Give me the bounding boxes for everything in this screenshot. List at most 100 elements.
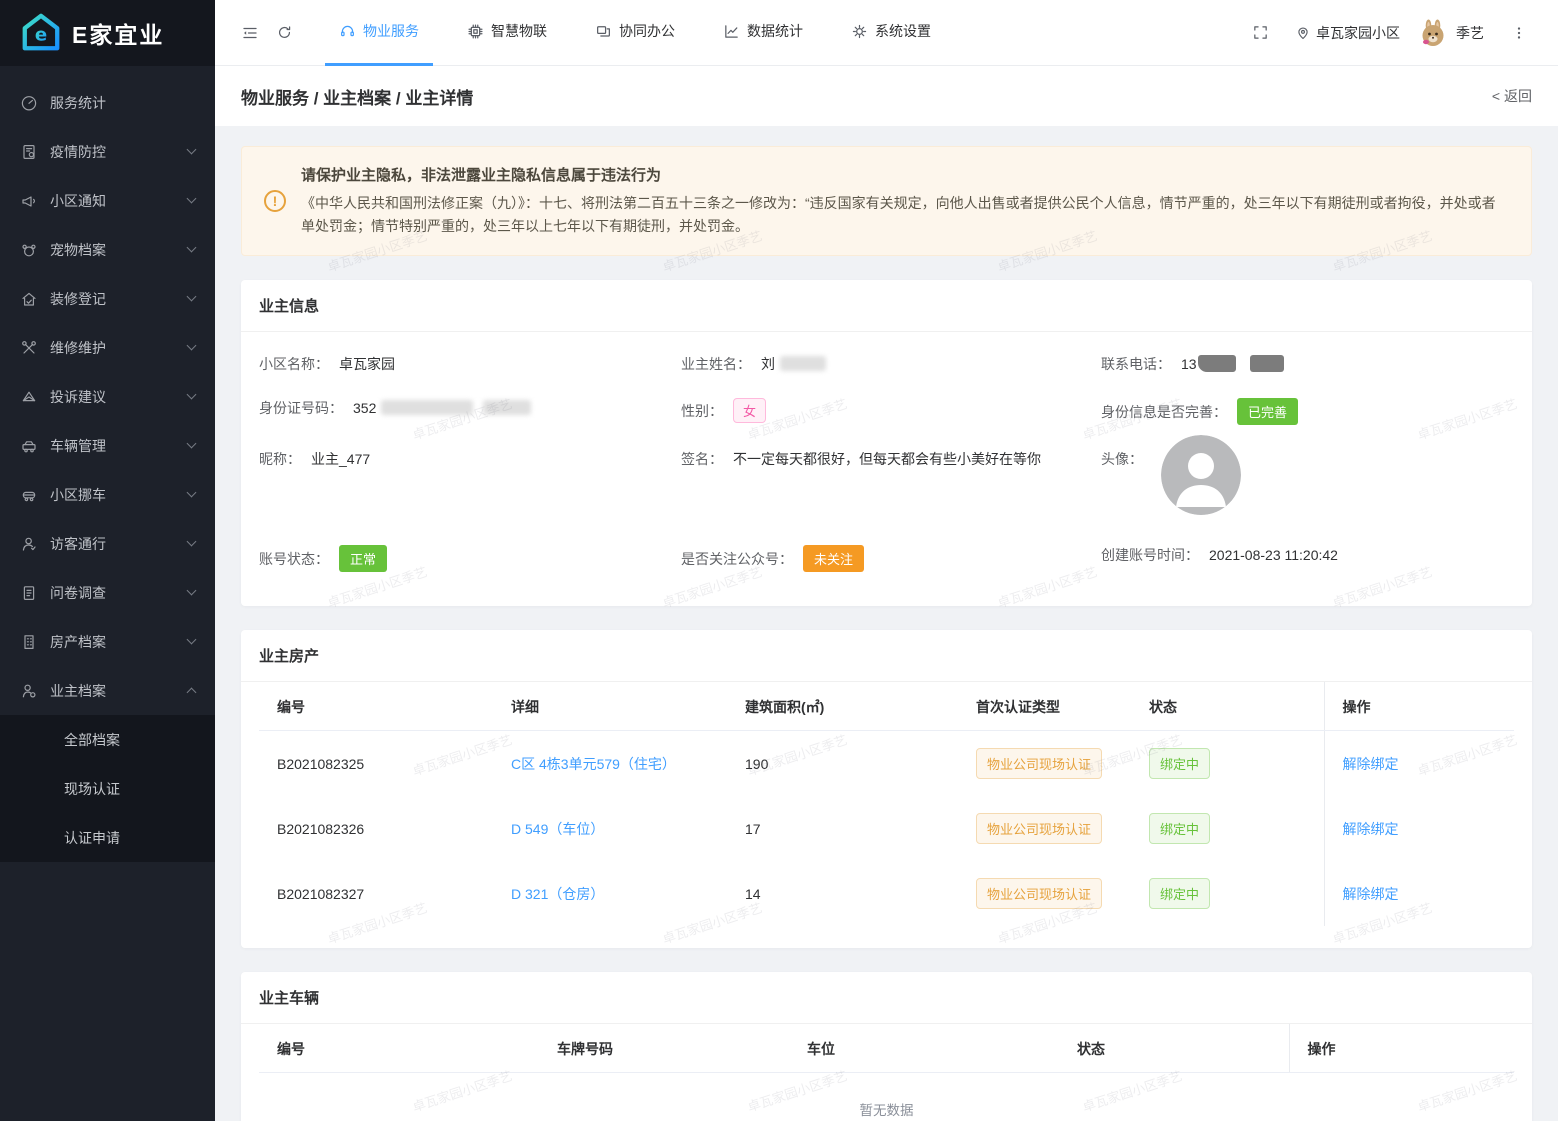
sidebar: e E家宜业 服务统计 疫情防控 小区通知 宠物档案 xyxy=(0,0,215,1121)
back-button[interactable]: < 返回 xyxy=(1491,88,1532,104)
gender-badge: 女 xyxy=(733,398,767,424)
chevron-down-icon xyxy=(186,242,197,253)
property-detail-link[interactable]: D 549（车位） xyxy=(511,820,605,837)
headset-icon xyxy=(341,25,354,36)
bind-status-badge: 绑定中 xyxy=(1149,878,1211,910)
sidebar-item-maintenance[interactable]: 维修维护 xyxy=(0,323,215,372)
sidebar-item-vehicle-mgmt[interactable]: 车辆管理 xyxy=(0,421,215,470)
sidebar-item-complaints[interactable]: 投诉建议 xyxy=(0,372,215,421)
field-nickname: 昵称： 业主_477 xyxy=(259,451,371,468)
chevron-down-icon xyxy=(186,438,197,449)
tab-data-stats[interactable]: 数据统计 xyxy=(709,0,817,66)
sidebar-item-move-car[interactable]: 小区挪车 xyxy=(0,470,215,519)
content: 卓瓦家园小区季艺卓瓦家园小区季艺卓瓦家园小区季艺卓瓦家园小区季艺卓瓦家园小区季艺… xyxy=(215,126,1558,1121)
field-created-time: 创建账号时间： 2021-08-23 11:20:42 xyxy=(1101,547,1338,564)
sidebar-item-label: 维修维护 xyxy=(50,339,106,356)
bind-status-badge: 绑定中 xyxy=(1149,813,1211,845)
auth-type-badge: 物业公司现场认证 xyxy=(976,878,1103,910)
chevron-down-icon xyxy=(186,291,197,302)
sidebar-item-pets[interactable]: 宠物档案 xyxy=(0,225,215,274)
complete-badge: 已完善 xyxy=(1237,398,1299,426)
sidebar-item-label: 投诉建议 xyxy=(50,388,106,405)
field-phone: 联系电话： 13 xyxy=(1101,354,1514,374)
redaction-block xyxy=(780,356,826,372)
property-id: B2021082327 xyxy=(277,885,365,902)
refresh-icon[interactable] xyxy=(267,13,301,53)
gear-icon xyxy=(852,24,867,38)
owner-vehicles-card: 业主车辆 编号 车牌号码 车位 状态 操作 xyxy=(241,972,1532,1121)
chevron-up-icon xyxy=(186,687,197,698)
chevron-down-icon xyxy=(186,634,197,645)
more-menu-icon[interactable] xyxy=(1502,13,1536,53)
owner-icon xyxy=(22,684,36,698)
sidebar-item-renovation[interactable]: 装修登记 xyxy=(0,274,215,323)
auth-type-badge: 物业公司现场认证 xyxy=(976,813,1103,845)
logo: e E家宜业 xyxy=(0,0,215,66)
chevron-down-icon xyxy=(186,585,197,596)
tab-collab-office[interactable]: 协同办公 xyxy=(581,0,689,66)
sidebar-subitem-onsite-auth[interactable]: 现场认证 xyxy=(64,780,120,797)
epidemic-file-icon xyxy=(23,144,35,159)
user-name: 季艺 xyxy=(1456,24,1484,41)
chip-icon xyxy=(468,23,483,39)
chevron-down-icon xyxy=(186,536,197,547)
unbind-button[interactable]: 解除绑定 xyxy=(1342,885,1399,902)
sidebar-item-service-stats[interactable]: 服务统计 xyxy=(0,78,215,127)
tab-smart-iot[interactable]: 智慧物联 xyxy=(453,0,561,66)
chevron-down-icon xyxy=(186,144,197,155)
property-area: 17 xyxy=(745,820,761,837)
move-car-icon xyxy=(22,491,36,501)
sidebar-menu: 服务统计 疫情防控 小区通知 宠物档案 装修登记 xyxy=(0,66,215,862)
table-row: B2021082327 D 321（仓房） 14 物业公司现场认证 绑定中 解除… xyxy=(259,861,1514,927)
gauge-icon xyxy=(21,95,37,111)
property-detail-link[interactable]: C区 4栋3单元579（住宅） xyxy=(511,755,676,772)
empty-data-text: 暂无数据 xyxy=(859,1103,914,1119)
sidebar-item-visitors[interactable]: 访客通行 xyxy=(0,519,215,568)
sidebar-item-label: 小区通知 xyxy=(50,192,106,209)
property-id: B2021082325 xyxy=(277,755,365,772)
tab-system-settings[interactable]: 系统设置 xyxy=(837,0,945,66)
svg-text:e: e xyxy=(35,24,47,45)
property-area: 14 xyxy=(745,885,761,902)
tab-property-service[interactable]: 物业服务 xyxy=(325,0,433,66)
alert-title: 请保护业主隐私，非法泄露业主隐私信息属于违法行为 xyxy=(301,167,662,184)
sidebar-subitem-all-archives[interactable]: 全部档案 xyxy=(64,731,120,748)
property-area: 190 xyxy=(745,755,769,772)
chevron-down-icon xyxy=(186,487,197,498)
sidebar-item-label: 疫情防控 xyxy=(50,143,106,160)
sidebar-item-label: 车辆管理 xyxy=(50,437,106,454)
vehicles-table: 编号 车牌号码 车位 状态 操作 暂无数据 xyxy=(259,1024,1514,1121)
module-tabs: 物业服务 智慧物联 协同办公 数据统计 系统设置 xyxy=(315,0,955,66)
sidebar-item-label: 小区挪车 xyxy=(50,486,106,503)
property-id: B2021082326 xyxy=(277,820,365,837)
fullscreen-icon[interactable] xyxy=(1243,13,1277,53)
sidebar-item-epidemic[interactable]: 疫情防控 xyxy=(0,127,215,176)
sidebar-subitem-auth-apply[interactable]: 认证申请 xyxy=(64,829,120,846)
visitor-icon xyxy=(22,537,36,551)
user-menu[interactable]: 季艺 xyxy=(1418,18,1484,48)
unbind-button[interactable]: 解除绑定 xyxy=(1342,755,1399,772)
topbar: 物业服务 智慧物联 协同办公 数据统计 系统设置 xyxy=(215,0,1558,66)
field-community: 小区名称： 卓瓦家园 xyxy=(259,356,395,373)
community-selector[interactable]: 卓瓦家园小区 xyxy=(1295,23,1400,43)
sidebar-item-notice[interactable]: 小区通知 xyxy=(0,176,215,225)
bind-status-badge: 绑定中 xyxy=(1149,748,1211,780)
sidebar-item-survey[interactable]: 问卷调查 xyxy=(0,568,215,617)
property-detail-link[interactable]: D 321（仓房） xyxy=(511,885,605,902)
table-row: B2021082325 C区 4栋3单元579（住宅） 190 物业公司现场认证… xyxy=(259,730,1514,797)
warning-icon: ! xyxy=(264,190,286,213)
sidebar-item-owner-archive[interactable]: 业主档案 xyxy=(0,666,215,715)
empty-row: 暂无数据 xyxy=(259,1073,1514,1121)
alert-body: 《中华人民共和国刑法修正案（九）》：十七、将刑法第二百五十三条之一修改为：“违反… xyxy=(301,195,1496,235)
sidebar-item-label: 宠物档案 xyxy=(50,241,106,258)
unbind-button[interactable]: 解除绑定 xyxy=(1342,820,1399,837)
vehicles-title: 业主车辆 xyxy=(241,972,1532,1025)
community-name: 卓瓦家园小区 xyxy=(1316,24,1400,41)
field-signature: 签名： 不一定每天都很好，但每天都会有些小美好在等你 xyxy=(681,451,1041,468)
collapse-sidebar-icon[interactable] xyxy=(233,13,267,53)
complaint-icon xyxy=(22,391,36,401)
chart-icon xyxy=(725,24,738,38)
redaction-block xyxy=(483,400,532,416)
sidebar-item-property-archive[interactable]: 房产档案 xyxy=(0,617,215,666)
